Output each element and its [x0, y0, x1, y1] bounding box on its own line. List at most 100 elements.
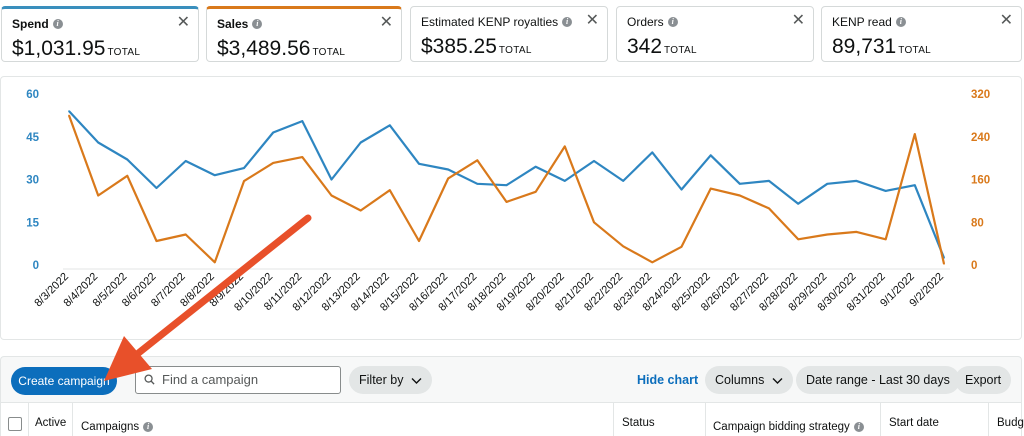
hide-chart-link[interactable]: Hide chart	[637, 373, 699, 387]
column-divider	[613, 403, 614, 436]
sales-point	[418, 240, 420, 242]
date-range-button[interactable]: Date range - Last 30 days	[796, 366, 960, 394]
metric-title: Sales	[217, 17, 249, 31]
metric-title-row: Sales i	[217, 17, 393, 31]
close-icon[interactable]: ✕	[791, 12, 805, 29]
header-bidding-strategy[interactable]: Campaign bidding strategy i	[713, 403, 864, 436]
info-icon[interactable]: i	[895, 17, 906, 27]
spend-point	[826, 183, 829, 185]
close-icon[interactable]: ✕	[379, 14, 393, 31]
spend-point	[447, 168, 450, 171]
column-divider	[705, 403, 706, 436]
spend-point	[272, 131, 275, 134]
column-divider	[72, 403, 73, 436]
spend-point	[476, 183, 479, 185]
metric-unit: TOTAL	[312, 47, 346, 58]
search-input[interactable]: Find a campaign	[135, 366, 341, 394]
sales-point	[593, 221, 595, 224]
sales-point	[622, 245, 624, 248]
sales-point	[564, 145, 566, 148]
metric-value: 342	[627, 35, 663, 58]
metric-title: Estimated KENP royalties	[421, 15, 559, 29]
metric-value-row: $1,031.95 TOTAL	[12, 37, 190, 61]
metric-value: 89,731	[832, 35, 897, 58]
header-campaigns[interactable]: Campaigns i	[81, 403, 154, 436]
info-icon[interactable]: i	[252, 19, 263, 29]
column-divider	[28, 403, 29, 436]
metric-value: $385.25	[421, 35, 497, 58]
sales-point	[97, 194, 99, 197]
left-axis-tick: 0	[33, 260, 39, 272]
info-icon[interactable]: i	[667, 17, 678, 27]
header-active[interactable]: Active	[35, 417, 67, 429]
sales-point	[739, 194, 741, 197]
filter-by-button[interactable]: Filter by	[349, 366, 432, 394]
sales-point	[505, 201, 508, 203]
spend-point	[214, 174, 216, 176]
create-campaign-button[interactable]: Create campaign	[11, 367, 117, 395]
right-axis-tick: 80	[971, 217, 984, 229]
sales-point	[126, 175, 129, 177]
checkbox-icon[interactable]	[8, 417, 22, 431]
info-icon[interactable]: i	[52, 19, 63, 29]
spend-point	[651, 151, 654, 154]
search-placeholder: Find a campaign	[162, 372, 259, 387]
right-axis-tick: 160	[971, 175, 990, 187]
spend-point	[301, 120, 304, 122]
header-start-date[interactable]: Start date	[889, 417, 939, 429]
metric-value-row: 342 TOTAL	[627, 35, 805, 59]
metric-card-kenp-royalties[interactable]: Estimated KENP royalties i $385.25 TOTAL …	[410, 6, 608, 62]
spend-point	[184, 160, 187, 162]
left-axis-tick: 45	[26, 132, 39, 144]
sales-point	[534, 191, 537, 193]
spend-point	[418, 163, 420, 165]
metric-title-row: Spend i	[12, 17, 190, 31]
header-budget[interactable]: Budg	[997, 417, 1024, 429]
campaign-table-header: Active Campaigns i Status Campaign biddi…	[0, 402, 1024, 436]
right-axis-tick: 320	[971, 89, 990, 101]
close-icon[interactable]: ✕	[176, 14, 190, 31]
spend-point	[243, 167, 245, 169]
metric-card-orders[interactable]: Orders i 342 TOTAL ✕	[616, 6, 814, 62]
metric-title: KENP read	[832, 15, 892, 29]
info-icon[interactable]: i	[143, 422, 154, 432]
metric-title-row: Orders i	[627, 15, 805, 29]
metric-card-spend[interactable]: Spend i $1,031.95 TOTAL ✕	[1, 6, 199, 62]
metric-value: $1,031.95	[12, 37, 106, 60]
metric-card-kenp-read[interactable]: KENP read i 89,731 TOTAL ✕	[821, 6, 1022, 62]
sales-point	[855, 231, 858, 233]
sales-series-line	[67, 115, 946, 265]
metric-title: Orders	[627, 15, 664, 29]
sales-point	[709, 187, 712, 190]
metric-unit: TOTAL	[498, 45, 532, 56]
spend-point	[768, 180, 770, 182]
spend-point	[359, 141, 362, 144]
close-icon[interactable]: ✕	[585, 12, 599, 29]
left-axis-tick: 15	[26, 217, 39, 229]
right-axis-tick: 240	[971, 132, 990, 144]
metric-cards: Spend i $1,031.95 TOTAL ✕ Sales i $3,489.…	[0, 0, 1024, 66]
columns-button[interactable]: Columns	[705, 366, 793, 394]
chevron-down-icon	[772, 377, 783, 384]
columns-label: Columns	[715, 373, 765, 387]
close-icon[interactable]: ✕	[999, 12, 1013, 29]
metric-value-row: $3,489.56 TOTAL	[217, 37, 393, 61]
info-icon[interactable]: i	[562, 17, 573, 27]
sales-point	[476, 159, 479, 162]
spend-point	[564, 180, 566, 182]
column-divider	[880, 403, 881, 436]
sales-point	[214, 261, 216, 264]
column-divider	[988, 403, 989, 436]
metric-value-row: $385.25 TOTAL	[421, 35, 599, 59]
sales-point	[914, 133, 916, 135]
sales-point	[301, 156, 304, 158]
sales-point	[389, 189, 391, 191]
metric-value: $3,489.56	[217, 37, 311, 60]
spend-point	[709, 154, 712, 157]
export-button[interactable]: Export	[955, 366, 1012, 394]
header-status[interactable]: Status	[622, 417, 655, 429]
sales-point	[184, 233, 187, 236]
info-icon[interactable]: i	[853, 422, 864, 432]
spend-point	[330, 178, 333, 181]
metric-card-sales[interactable]: Sales i $3,489.56 TOTAL ✕	[206, 6, 402, 62]
